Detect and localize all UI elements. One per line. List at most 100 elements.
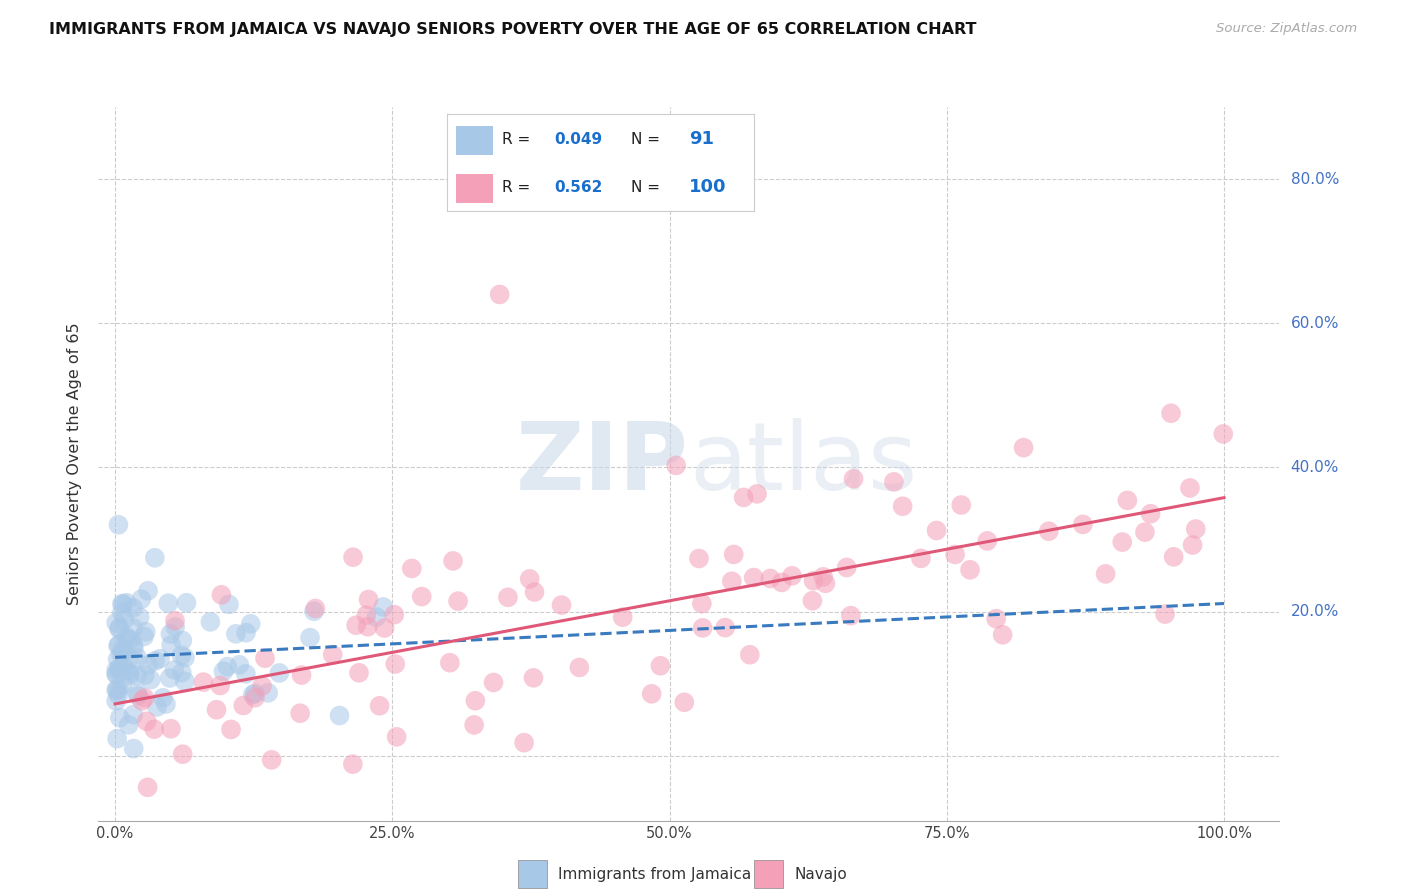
Point — [943, 548, 966, 562]
Y-axis label: Seniors Poverty Over the Age of 65: Seniors Poverty Over the Age of 65 — [67, 323, 83, 605]
Point — [1212, 426, 1234, 441]
Point — [714, 621, 737, 635]
Point — [228, 657, 250, 672]
Point — [239, 616, 262, 631]
Point — [111, 677, 134, 691]
Point — [1012, 441, 1035, 455]
Point — [131, 694, 153, 708]
Point — [328, 708, 350, 723]
Point — [136, 583, 159, 598]
Point — [143, 550, 166, 565]
Point — [135, 714, 157, 729]
Point — [519, 572, 541, 586]
Point — [118, 651, 141, 665]
Point — [118, 666, 141, 681]
Point — [464, 694, 486, 708]
Point — [447, 594, 470, 608]
Point — [959, 563, 981, 577]
Point — [174, 650, 197, 665]
Point — [115, 596, 138, 610]
Point — [814, 576, 837, 591]
Point — [322, 648, 344, 662]
Point — [235, 666, 257, 681]
Point — [891, 500, 914, 514]
Point — [212, 665, 235, 679]
Point — [780, 569, 803, 583]
Point — [366, 610, 388, 624]
Point — [690, 597, 713, 611]
Point — [108, 682, 131, 697]
Text: 60.0%: 60.0% — [1291, 316, 1339, 331]
Point — [209, 588, 232, 602]
Point — [1178, 481, 1201, 495]
Point — [1163, 549, 1185, 564]
Point — [288, 706, 311, 721]
Point — [118, 718, 141, 732]
Point — [242, 688, 264, 702]
Point — [835, 560, 858, 574]
Point — [342, 757, 364, 772]
Point — [136, 658, 159, 673]
Point — [801, 593, 824, 607]
Point — [105, 663, 128, 677]
Point — [127, 651, 149, 665]
Point — [125, 668, 148, 682]
Point — [159, 671, 181, 685]
Point — [347, 665, 370, 680]
Point — [1094, 566, 1116, 581]
Point — [356, 608, 378, 623]
Point — [463, 718, 485, 732]
Point — [146, 700, 169, 714]
Point — [108, 662, 131, 676]
Point — [550, 598, 572, 612]
Point — [640, 687, 662, 701]
Point — [115, 630, 138, 644]
Point — [304, 601, 326, 615]
Point — [374, 621, 396, 635]
Point — [170, 665, 193, 680]
Point — [219, 723, 242, 737]
Point — [1133, 525, 1156, 540]
Point — [209, 678, 232, 692]
Point — [111, 606, 134, 620]
Point — [128, 610, 150, 624]
Point — [122, 621, 145, 635]
Point — [496, 591, 519, 605]
Point — [568, 660, 591, 674]
Point — [692, 621, 714, 635]
Point — [373, 599, 395, 614]
FancyBboxPatch shape — [517, 860, 547, 888]
Point — [384, 657, 406, 671]
Point — [111, 597, 134, 611]
Point — [986, 612, 1008, 626]
Text: Source: ZipAtlas.com: Source: ZipAtlas.com — [1216, 22, 1357, 36]
Point — [105, 682, 128, 697]
Point — [112, 644, 135, 658]
Point — [235, 625, 257, 640]
Point — [522, 671, 544, 685]
Point — [134, 668, 156, 682]
Point — [172, 633, 194, 648]
Point — [118, 668, 141, 682]
Point — [357, 620, 380, 634]
Point — [105, 731, 128, 746]
Point — [135, 624, 157, 639]
Point — [205, 703, 228, 717]
Point — [172, 747, 194, 761]
Point — [122, 641, 145, 656]
Point — [122, 601, 145, 615]
Point — [803, 574, 825, 588]
Point — [163, 663, 186, 677]
Point — [720, 574, 742, 589]
Point — [1071, 517, 1094, 532]
Point — [976, 533, 998, 548]
Point — [742, 571, 765, 585]
Point — [488, 287, 510, 301]
Point — [991, 628, 1014, 642]
Point — [302, 604, 325, 618]
Point — [385, 730, 408, 744]
Point — [163, 614, 186, 628]
Point — [1160, 406, 1182, 420]
Point — [1116, 493, 1139, 508]
Point — [1038, 524, 1060, 539]
